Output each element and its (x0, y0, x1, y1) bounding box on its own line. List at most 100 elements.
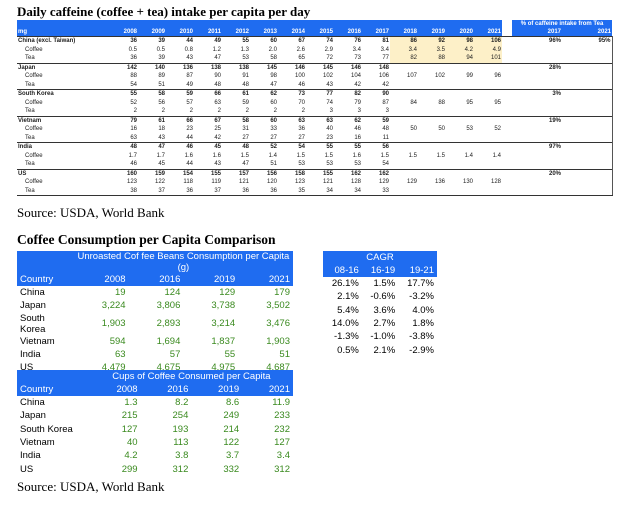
tea-value: 51 (270, 161, 277, 168)
country-name: Japan (20, 300, 46, 312)
coffee-value: 3.5 (418, 45, 446, 54)
tea-value: 43 (214, 161, 221, 168)
country-name: Japan (17, 62, 110, 72)
table-row: South Korea 127 193 214 232 (17, 423, 293, 436)
value: 55 (224, 349, 236, 361)
coffee-value: 63 (214, 99, 221, 106)
total-value: 61 (222, 89, 250, 99)
country-name: China (20, 287, 45, 299)
table-row: Tea 38 37 36 37 36 36 35 34 34 33 (17, 186, 613, 196)
pct-value (562, 107, 613, 116)
coffee-label: Coffee (25, 152, 43, 159)
pct-value (562, 72, 613, 81)
coffee-value: 0.5 (128, 46, 137, 53)
tea-value: 53 (242, 55, 249, 62)
table-row: China 1.3 8.2 8.6 11.9 (17, 396, 293, 409)
country-name: Vietnam (17, 115, 110, 125)
total-value: 67 (278, 36, 306, 46)
pct-value (512, 72, 562, 81)
table-row: 26.1% 1.5% 17.7% (323, 277, 437, 290)
total-value: 81 (362, 36, 390, 46)
total-value: 145 (250, 62, 278, 72)
year-header: 2011 (194, 28, 222, 37)
table-row: China (excl. Taiwan) 36 39 44 49 55 60 67 74 76 81… (17, 36, 613, 46)
pct-value (562, 186, 613, 196)
value: 129 (219, 287, 236, 299)
total-value: 55 (222, 36, 250, 46)
pct-value: 3% (512, 89, 562, 99)
spacer (502, 62, 512, 72)
coffee-value: 1.2 (212, 46, 221, 53)
table-row: Vietnam 79 61 66 67 58 60 63 63 62 59 19% (17, 115, 613, 125)
value: 215 (121, 410, 138, 422)
coffee-value: 33 (270, 126, 277, 133)
tea-value: 53 (326, 161, 333, 168)
total-value: 162 (362, 168, 390, 178)
total-value: 160 (110, 168, 138, 178)
coffee-value: 87 (186, 73, 193, 80)
value: 4,479 (101, 362, 126, 374)
value: 122 (223, 437, 240, 449)
coffee-value: 1.4 (464, 152, 473, 159)
coffee-value: 2.0 (268, 46, 277, 53)
pct-value (562, 62, 613, 72)
pct-value (512, 178, 562, 187)
spacer (502, 178, 512, 187)
tea-label: Tea (17, 186, 110, 196)
pct-value (562, 80, 613, 90)
coffee-value: 88 (130, 73, 137, 80)
spacer (502, 151, 512, 160)
tea-value (474, 107, 502, 116)
tea-value: 2 (189, 108, 193, 115)
total-value: 62 (250, 89, 278, 99)
total-value: 140 (138, 62, 166, 72)
total-value: 106 (474, 36, 502, 46)
value: 312 (274, 463, 290, 475)
tea-value: 44 (186, 161, 193, 168)
tea-value: 48 (242, 81, 249, 88)
coffee-value: 104 (350, 73, 361, 80)
cups-caption: Cups of Coffee Consumed per Capita (89, 370, 293, 383)
tea-value: 53 (354, 161, 361, 168)
spacer (502, 142, 512, 152)
tea-value: 27 (298, 134, 305, 141)
country-header: Country (17, 383, 90, 396)
tea-value (390, 134, 418, 143)
table-row: 14.0% 2.7% 1.8% (323, 317, 437, 330)
tea-value: 44 (186, 134, 193, 141)
total-value: 92 (418, 36, 446, 46)
table-row: US 4,479 4,675 4,975 4,687 (17, 361, 293, 374)
tea-value: 58 (270, 55, 277, 62)
spacer (502, 45, 512, 54)
tea-label: Tea (25, 134, 35, 141)
spacer (502, 89, 512, 99)
value: 2.7% (373, 318, 396, 330)
total-value: 138 (194, 62, 222, 72)
table-row: Tea 2 2 2 2 2 2 2 3 3 3 (17, 107, 613, 116)
coffee-value: 1.5 (436, 152, 445, 159)
column-header: 2008 (73, 273, 129, 286)
value: 332 (223, 463, 240, 475)
tea-value: 2 (161, 108, 165, 115)
tea-value: 2 (245, 108, 249, 115)
value: 3.7 (225, 450, 240, 462)
coffee-value: 107 (406, 73, 417, 80)
table-row: Coffee 123 122 118 119 121 120 123 121 128 129 129 1… (17, 178, 613, 187)
total-value (474, 89, 502, 99)
coffee-value: 52 (494, 126, 501, 133)
value: 193 (172, 423, 189, 435)
pct-value (562, 160, 613, 169)
total-value: 46 (166, 142, 194, 152)
total-value: 58 (222, 115, 250, 125)
year-header: 2014 (278, 28, 306, 37)
total-value: 60 (250, 36, 278, 46)
coffee-value: 1.7 (156, 152, 165, 159)
country-name: US (20, 463, 34, 475)
coffee-value: 100 (294, 73, 305, 80)
coffee-value: 119 (211, 179, 221, 186)
value: -3.8% (409, 331, 434, 343)
tea-value: 38 (110, 186, 138, 196)
comparison-title: Coffee Consumption per Capita Comparison (17, 232, 276, 247)
value: -1.0% (370, 331, 396, 343)
value: 11.9 (272, 397, 290, 409)
